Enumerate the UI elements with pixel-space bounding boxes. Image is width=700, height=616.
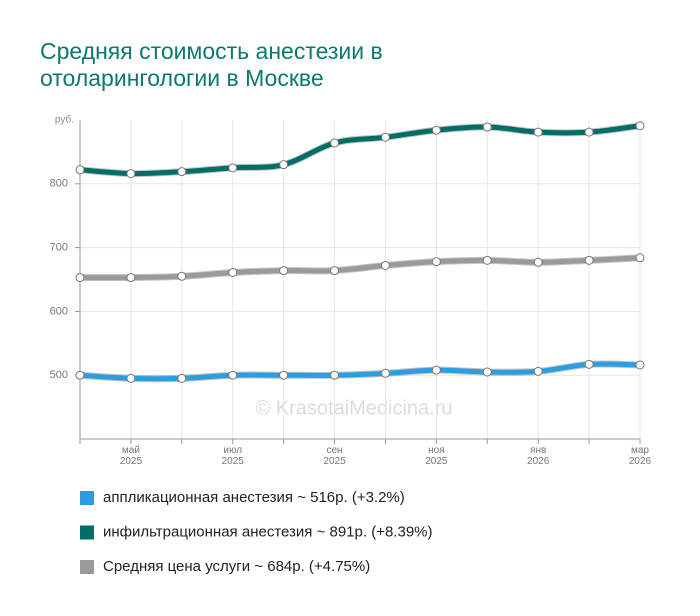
point [228, 370, 238, 380]
point [380, 260, 390, 270]
x-tick-label: сен 2025 [323, 445, 346, 467]
point [177, 167, 187, 177]
x-tick-label: май 2025 [119, 445, 143, 467]
y-tick-label: 500 [50, 369, 68, 381]
chart-title: Средняя стоимость анестезии в отоларинго… [40, 38, 383, 91]
point [330, 266, 340, 276]
point [533, 257, 543, 267]
y-unit: руб. [55, 114, 74, 126]
legend-swatch [80, 560, 94, 574]
point [482, 122, 492, 132]
point [482, 367, 492, 377]
point [431, 125, 441, 135]
point [635, 253, 645, 263]
point [584, 255, 594, 265]
point [533, 127, 543, 137]
x-tick-label: июл 2025 [221, 445, 244, 467]
watermark: © KrasotaiMedicina.ru [255, 397, 452, 419]
point [380, 368, 390, 378]
legend-swatch [80, 491, 94, 505]
point [380, 132, 390, 142]
point [75, 273, 85, 283]
point [431, 257, 441, 267]
x-tick-label: янв 2026 [527, 445, 550, 467]
series-line [79, 255, 641, 281]
point [228, 163, 238, 173]
point [177, 373, 187, 383]
point [75, 165, 85, 175]
point [126, 273, 136, 283]
point [584, 127, 594, 137]
point [533, 366, 543, 376]
point [330, 138, 340, 148]
point [584, 359, 594, 369]
point [177, 271, 187, 281]
x-tick-label: мар 2026 [628, 445, 652, 467]
point [635, 121, 645, 131]
legend-label: инфильтрационная анестезия ~ 891р. (+8.3… [103, 523, 433, 540]
point [279, 266, 289, 276]
point [279, 370, 289, 380]
point [431, 365, 441, 375]
y-tick-label: 700 [50, 242, 68, 254]
y-tick-label: 800 [50, 178, 68, 190]
point [482, 255, 492, 265]
point [228, 267, 238, 277]
legend-swatch [80, 525, 94, 540]
x-tick-label: ноя 2025 [425, 445, 448, 467]
point [279, 160, 289, 170]
legend-label: Средняя цена услуги ~ 684р. (+4.75%) [103, 558, 370, 575]
point [635, 360, 645, 370]
series-line [79, 123, 641, 177]
point [330, 370, 340, 380]
legend-label: аппликационная анестезия ~ 516р. (+3.2%) [103, 489, 405, 506]
point [126, 169, 136, 179]
y-tick-label: 600 [50, 305, 68, 317]
point [126, 373, 136, 383]
point [75, 370, 85, 380]
